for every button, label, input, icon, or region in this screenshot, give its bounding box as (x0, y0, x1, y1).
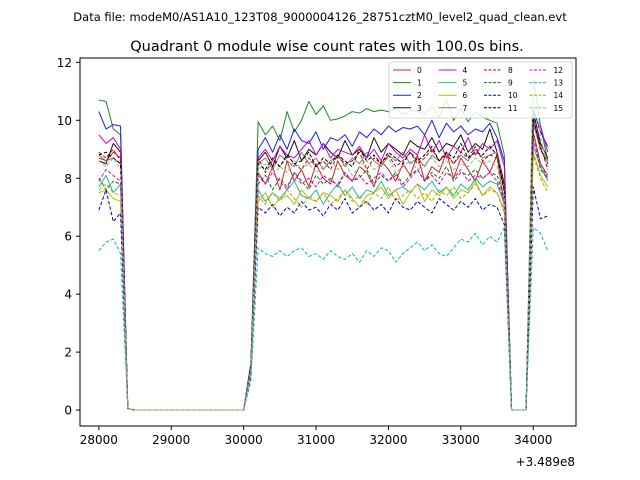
chart-title: Quadrant 0 module wise count rates with … (130, 39, 524, 55)
x-tick-label: 33000 (442, 433, 480, 447)
figure-suptitle: Data file: modeM0/AS1A10_123T08_90000041… (73, 10, 567, 24)
y-tick-label: 8 (64, 172, 72, 186)
legend-label-12: 12 (554, 66, 564, 75)
y-tick-label: 12 (57, 56, 72, 70)
x-tick-label: 34000 (514, 433, 552, 447)
legend-label-1: 1 (417, 79, 422, 88)
legend-label-0: 0 (417, 66, 422, 75)
legend-label-8: 8 (508, 66, 513, 75)
y-tick-label: 2 (64, 346, 72, 360)
series-line-15 (98, 76, 549, 411)
legend-label-2: 2 (417, 91, 422, 100)
legend-box (388, 61, 573, 119)
legend-label-11: 11 (508, 104, 518, 113)
y-tick-label: 0 (64, 404, 72, 418)
x-axis: 28000 29000 30000 31000 32000 33000 34000 (80, 426, 552, 447)
x-tick-label: 30000 (225, 433, 263, 447)
legend-label-7: 7 (463, 104, 468, 113)
series-line-8 (98, 119, 549, 411)
y-tick-label: 6 (64, 230, 72, 244)
plot-lines (98, 76, 549, 411)
legend-label-15: 15 (554, 104, 564, 113)
y-axis: 0 2 4 6 8 10 12 (57, 56, 80, 418)
x-offset-label: +3.489e8 (516, 455, 575, 469)
legend-label-5: 5 (463, 79, 468, 88)
y-tick-label: 4 (64, 288, 72, 302)
x-tick-label: 31000 (297, 433, 335, 447)
legend-label-13: 13 (554, 79, 564, 88)
series-line-10 (98, 186, 548, 411)
plot-area-frame (79, 57, 577, 427)
legend-label-4: 4 (463, 66, 468, 75)
x-tick-label: 32000 (369, 433, 407, 447)
x-tick-label: 28000 (80, 433, 118, 447)
x-tick-label: 29000 (152, 433, 190, 447)
legend-label-10: 10 (508, 91, 518, 100)
legend-label-9: 9 (508, 79, 513, 88)
legend-label-3: 3 (417, 104, 422, 113)
legend-label-6: 6 (463, 91, 468, 100)
series-line-11 (98, 116, 549, 411)
legend-label-14: 14 (554, 91, 564, 100)
y-tick-label: 10 (57, 114, 72, 128)
